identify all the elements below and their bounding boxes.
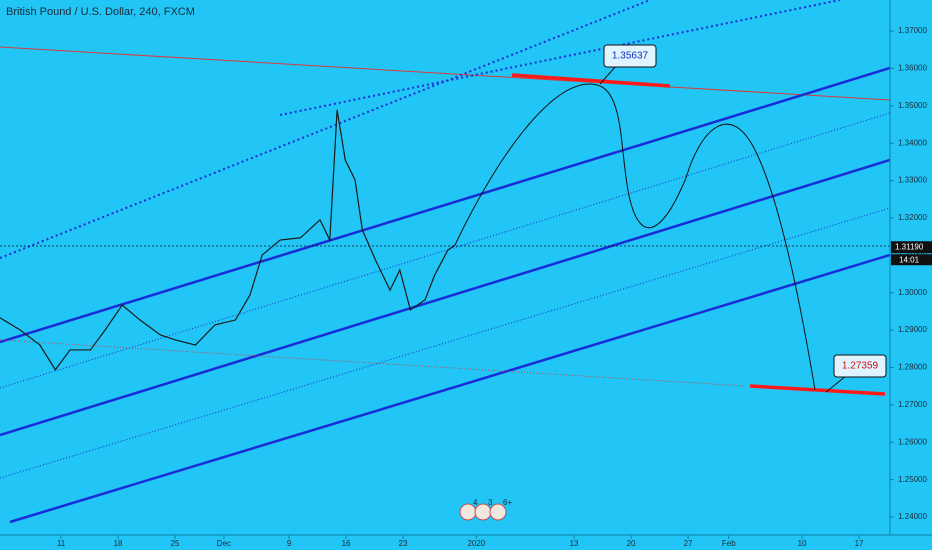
channel-line	[9, 253, 891, 524]
event-label: 3	[488, 498, 493, 507]
price-axis	[890, 0, 932, 535]
x-tick-label: 20	[627, 539, 636, 548]
y-tick-label: 1.29000	[898, 325, 927, 334]
y-tick-label: 1.25000	[898, 475, 927, 484]
y-tick-label: 1.34000	[898, 138, 927, 147]
x-tick-label: 11	[57, 539, 66, 548]
y-tick-label: 1.33000	[898, 176, 927, 185]
y-tick-label: 1.36000	[898, 64, 927, 73]
y-tick-label: 1.26000	[898, 437, 927, 446]
y-tick-label: 1.27000	[898, 400, 927, 409]
drawings	[0, 0, 891, 524]
target-line	[511, 73, 671, 88]
x-tick-label: 9	[287, 539, 292, 548]
x-tick-label: 10	[798, 539, 807, 548]
callout-label: 1.27359	[842, 361, 879, 372]
dotted-channel	[0, 0, 651, 259]
event-icon[interactable]	[489, 503, 507, 521]
event-label: 6+	[503, 498, 512, 507]
callout-label: 1.35637	[612, 51, 649, 62]
x-tick-label: 17	[855, 539, 864, 548]
callout-pointer	[599, 65, 617, 85]
last-price-tag	[891, 241, 932, 254]
x-tick-label: 18	[114, 539, 123, 548]
y-tick-label: 1.35000	[898, 101, 927, 110]
support-line	[0, 339, 746, 387]
time-tag	[891, 254, 932, 266]
y-tick-label: 1.28000	[898, 363, 927, 372]
x-tick-label: 2020	[467, 539, 485, 548]
y-tick-label: 1.30000	[898, 288, 927, 297]
x-tick-label: 16	[342, 539, 351, 548]
x-tick-label: Feb	[722, 539, 736, 548]
forecast-path	[685, 123, 816, 391]
price-line	[0, 109, 456, 371]
channel-line	[0, 66, 891, 344]
x-tick-label: Dec	[217, 539, 231, 548]
event-label: 4	[473, 498, 478, 507]
median-line	[0, 112, 891, 389]
y-tick-label: 1.37000	[898, 26, 927, 35]
y-tick-label: 1.32000	[898, 213, 927, 222]
y-tick-label: 1.24000	[898, 512, 927, 521]
x-tick-label: 13	[570, 539, 579, 548]
channel-line	[0, 158, 891, 437]
x-tick-label: 23	[399, 539, 408, 548]
x-tick-label: 25	[171, 539, 180, 548]
target-line	[749, 384, 886, 396]
callout-pointer	[825, 375, 847, 393]
x-tick-label: 27	[684, 539, 693, 548]
forecast-path	[454, 83, 687, 246]
median-line	[0, 207, 891, 479]
last-price-label: 1.31190	[895, 242, 924, 251]
time-label: 14:01	[899, 255, 920, 264]
callout-box	[603, 44, 657, 68]
chart-title: British Pound / U.S. Dollar, 240, FXCM	[6, 6, 195, 18]
dotted-channel	[279, 0, 841, 116]
callout-box	[833, 354, 887, 378]
resistance-line	[0, 46, 891, 101]
